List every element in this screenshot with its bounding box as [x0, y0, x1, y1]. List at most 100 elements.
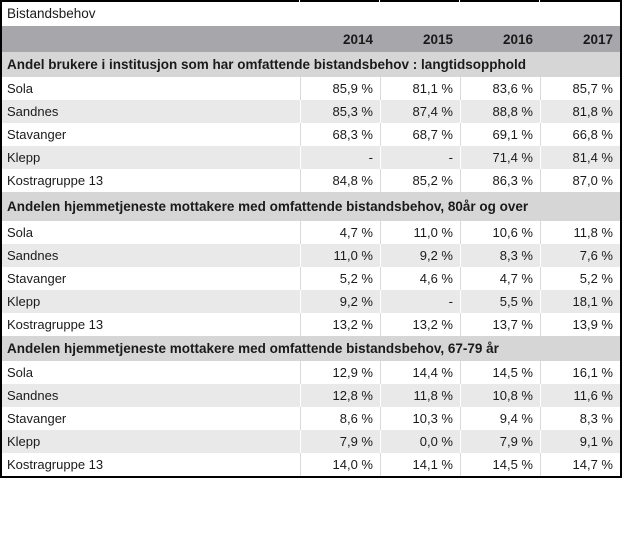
cell-value: 85,2 %: [380, 169, 460, 192]
cell-value: 88,8 %: [460, 100, 540, 123]
row-label: Sola: [7, 81, 34, 96]
table-row: Klepp - - 71,4 % 81,4 %: [2, 146, 620, 169]
cell-value: 5,5 %: [460, 290, 540, 313]
top-border-segment: [300, 0, 379, 26]
cell-value: 12,9 %: [300, 361, 380, 384]
cell-value: 7,9 %: [460, 430, 540, 453]
row-label: Kostragruppe 13: [7, 317, 104, 332]
table-row: Kostragruppe 13 13,2 % 13,2 % 13,7 % 13,…: [2, 313, 620, 336]
row-label: Stavanger: [7, 127, 67, 142]
table-row: Stavanger 5,2 % 4,6 % 4,7 % 5,2 %: [2, 267, 620, 290]
table-row: Sola 85,9 % 81,1 % 83,6 % 85,7 %: [2, 77, 620, 100]
cell-value: 10,8 %: [460, 384, 540, 407]
cell-value: 14,5 %: [460, 361, 540, 384]
section-header: Andelen hjemmetjeneste mottakere med omf…: [2, 192, 620, 221]
table-row: Klepp 7,9 % 0,0 % 7,9 % 9,1 %: [2, 430, 620, 453]
table-row: Kostragruppe 13 14,0 % 14,1 % 14,5 % 14,…: [2, 453, 620, 476]
row-label: Stavanger: [7, 271, 67, 286]
cell-value: 86,3 %: [460, 169, 540, 192]
cell-value: 13,2 %: [380, 313, 460, 336]
cell-value: 5,2 %: [300, 267, 380, 290]
cell-value: 4,7 %: [300, 221, 380, 244]
row-label: Klepp: [7, 294, 41, 309]
row-label: Sola: [7, 365, 34, 380]
cell-value: 11,6 %: [540, 384, 620, 407]
cell-value: 14,1 %: [380, 453, 460, 476]
cell-value: 9,1 %: [540, 430, 620, 453]
cell-value: 8,3 %: [540, 407, 620, 430]
column-header-spacer: [2, 26, 300, 52]
table-row: Kostragruppe 13 84,8 % 85,2 % 86,3 % 87,…: [2, 169, 620, 192]
cell-value: 4,7 %: [460, 267, 540, 290]
table-row: Stavanger 8,6 % 10,3 % 9,4 % 8,3 %: [2, 407, 620, 430]
cell-value: -: [380, 146, 460, 169]
cell-value: 10,3 %: [380, 407, 460, 430]
cell-value: 7,6 %: [540, 244, 620, 267]
row-label: Sola: [7, 225, 34, 240]
cell-value: 85,3 %: [300, 100, 380, 123]
table-title-row: Bistandsbehov: [2, 0, 620, 26]
column-header: 2014: [342, 31, 373, 47]
cell-value: 71,4 %: [460, 146, 540, 169]
cell-value: 68,7 %: [380, 123, 460, 146]
cell-value: 9,2 %: [300, 290, 380, 313]
cell-value: 14,0 %: [300, 453, 380, 476]
row-label: Kostragruppe 13: [7, 173, 104, 188]
cell-value: 11,0 %: [380, 221, 460, 244]
table-row: Sola 12,9 % 14,4 % 14,5 % 16,1 %: [2, 361, 620, 384]
cell-value: 9,4 %: [460, 407, 540, 430]
cell-value: -: [380, 290, 460, 313]
cell-value: 14,5 %: [460, 453, 540, 476]
cell-value: 11,8 %: [380, 384, 460, 407]
cell-value: 16,1 %: [540, 361, 620, 384]
cell-value: 69,1 %: [460, 123, 540, 146]
cell-value: 13,2 %: [300, 313, 380, 336]
cell-value: 83,6 %: [460, 77, 540, 100]
table-row: Sandnes 85,3 % 87,4 % 88,8 % 81,8 %: [2, 100, 620, 123]
top-border-segment: [380, 0, 459, 26]
cell-value: 85,7 %: [540, 77, 620, 100]
cell-value: 10,6 %: [460, 221, 540, 244]
row-label: Klepp: [7, 434, 41, 449]
cell-value: 5,2 %: [540, 267, 620, 290]
cell-value: 11,0 %: [300, 244, 380, 267]
column-header: 2017: [582, 31, 613, 47]
cell-value: 14,7 %: [540, 453, 620, 476]
section-header: Andel brukere i institusjon som har omfa…: [2, 52, 620, 77]
cell-value: 14,4 %: [380, 361, 460, 384]
top-border-segment: [460, 0, 539, 26]
cell-value: 11,8 %: [540, 221, 620, 244]
cell-value: 13,7 %: [460, 313, 540, 336]
table-row: Sandnes 11,0 % 9,2 % 8,3 % 7,6 %: [2, 244, 620, 267]
cell-value: 8,6 %: [300, 407, 380, 430]
cell-value: 18,1 %: [540, 290, 620, 313]
row-label: Sandnes: [7, 248, 59, 263]
table-row: Sola 4,7 % 11,0 % 10,6 % 11,8 %: [2, 221, 620, 244]
cell-value: 9,2 %: [380, 244, 460, 267]
cell-value: 84,8 %: [300, 169, 380, 192]
table-row: Sandnes 12,8 % 11,8 % 10,8 % 11,6 %: [2, 384, 620, 407]
cell-value: 0,0 %: [380, 430, 460, 453]
cell-value: -: [300, 146, 380, 169]
cell-value: 85,9 %: [300, 77, 380, 100]
cell-value: 68,3 %: [300, 123, 380, 146]
cell-value: 81,4 %: [540, 146, 620, 169]
table-row: Stavanger 68,3 % 68,7 % 69,1 % 66,8 %: [2, 123, 620, 146]
column-header: 2016: [502, 31, 533, 47]
cell-value: 66,8 %: [540, 123, 620, 146]
row-label: Stavanger: [7, 411, 67, 426]
section-header: Andelen hjemmetjeneste mottakere med omf…: [2, 336, 620, 361]
cell-value: 8,3 %: [460, 244, 540, 267]
cell-value: 87,0 %: [540, 169, 620, 192]
table-title: Bistandsbehov: [7, 6, 96, 21]
cell-value: 87,4 %: [380, 100, 460, 123]
year-header-row: 2014 2015 2016 2017: [2, 26, 620, 52]
column-header: 2015: [422, 31, 453, 47]
cell-value: 13,9 %: [540, 313, 620, 336]
row-label: Sandnes: [7, 104, 59, 119]
top-border-segment: [540, 0, 620, 26]
cell-value: 7,9 %: [300, 430, 380, 453]
row-label: Kostragruppe 13: [7, 457, 104, 472]
row-label: Klepp: [7, 150, 41, 165]
cell-value: 4,6 %: [380, 267, 460, 290]
